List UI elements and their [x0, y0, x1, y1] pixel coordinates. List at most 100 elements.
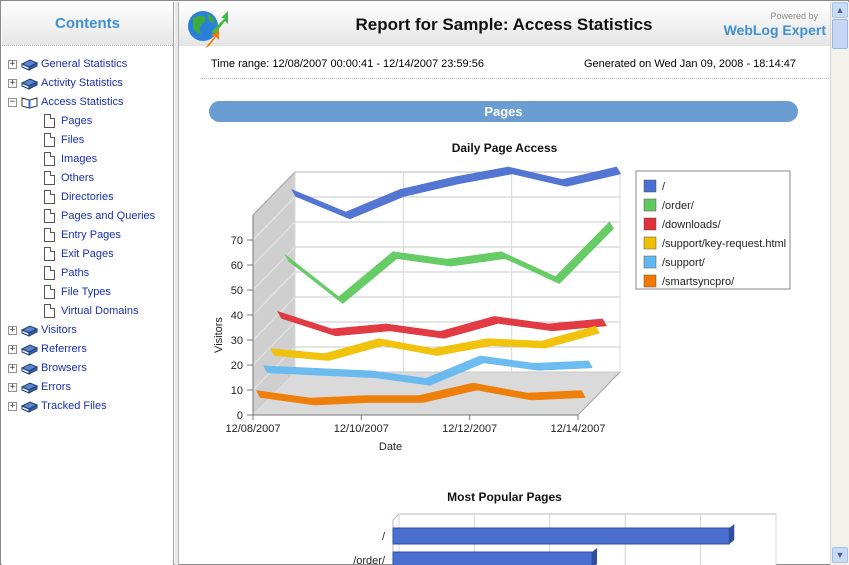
legend-label: /support/key-request.html [662, 238, 786, 250]
sidebar-item-label[interactable]: Paths [61, 267, 90, 279]
grid-line [252, 196, 296, 241]
sidebar-item-exit-pages[interactable]: Exit Pages [2, 245, 172, 264]
sidebar-item-label[interactable]: Directories [61, 191, 114, 203]
expand-icon[interactable]: + [8, 325, 17, 335]
daily-chart-title: Daily Page Access [451, 141, 558, 155]
scroll-thumb[interactable] [832, 19, 848, 49]
scroll-up-button[interactable]: ▲ [832, 2, 848, 18]
sidebar-item-label[interactable]: Browsers [41, 362, 87, 374]
book-icon [21, 344, 38, 356]
sidebar-item-pages[interactable]: Pages [2, 112, 172, 131]
sidebar-item-paths[interactable]: Paths [2, 264, 172, 283]
sidebar-item-entry-pages[interactable]: Entry Pages [2, 226, 172, 245]
sidebar-item-label[interactable]: File Types [61, 286, 111, 298]
legend-label: /smartsyncpro/ [662, 276, 735, 288]
page-icon [44, 171, 55, 185]
sidebar-item-label[interactable]: Others [61, 172, 95, 184]
contents-header: Contents [2, 2, 173, 46]
sidebar-item-label[interactable]: Exit Pages [61, 248, 114, 260]
sidebar-item-label[interactable]: Pages [61, 115, 93, 127]
sidebar-item-browsers[interactable]: + Browsers [2, 359, 172, 378]
sidebar-item-file-types[interactable]: File Types [2, 283, 172, 302]
contents-tree: + General Statistics + Activity Statistics −… [2, 55, 172, 416]
scroll-down-button[interactable]: ▼ [832, 547, 848, 563]
series-line-downloads [276, 310, 607, 339]
expand-icon[interactable]: + [8, 78, 17, 88]
legend-swatch [643, 255, 657, 269]
sidebar-item-label[interactable]: Files [61, 134, 85, 146]
x-tick-label: 12/08/2007 [225, 423, 280, 435]
y-tick-label: 40 [231, 310, 243, 322]
sidebar-item-label[interactable]: Access Statistics [41, 96, 124, 108]
page-icon [44, 152, 55, 166]
sidebar-item-label[interactable]: Tracked Files [41, 400, 107, 412]
x-tick-label: 12/12/2007 [442, 423, 497, 435]
x-axis-label: Date [379, 441, 402, 453]
report-title: Report for Sample: Access Statistics [355, 15, 653, 34]
sidebar-item-access-statistics[interactable]: − Access Statistics [2, 93, 172, 112]
open-book-icon [21, 97, 38, 109]
grid-line [252, 321, 296, 366]
sidebar-item-general-statistics[interactable]: + General Statistics [2, 55, 172, 74]
sidebar-item-label[interactable]: Images [61, 153, 98, 165]
sidebar-item-label[interactable]: Visitors [41, 324, 77, 336]
page-icon [44, 228, 55, 242]
expand-icon[interactable]: + [8, 401, 17, 411]
legend-swatch [643, 236, 657, 250]
vertical-scrollbar[interactable]: ▲ ▼ [830, 2, 849, 565]
expand-icon[interactable]: + [8, 382, 17, 392]
bar-category-label: /order/ [353, 555, 386, 565]
globe-arrows-icon [188, 11, 228, 48]
sidebar-item-label[interactable]: Pages and Queries [61, 210, 156, 222]
sidebar-item-pages-and-queries[interactable]: Pages and Queries [2, 207, 172, 226]
legend-swatch [643, 179, 657, 193]
bar [392, 551, 593, 565]
sidebar-item-directories[interactable]: Directories [2, 188, 172, 207]
report-header: Report for Sample: Access Statistics Pow… [179, 2, 830, 48]
legend-label: /order/ [662, 200, 695, 212]
collapse-icon[interactable]: − [8, 97, 17, 107]
book-icon [21, 59, 38, 71]
section-title-bar: Pages [209, 101, 798, 122]
sidebar-item-label[interactable]: Virtual Domains [61, 305, 139, 317]
contents-title: Contents [55, 15, 120, 32]
brand-logo[interactable]: WebLog Expert [723, 22, 826, 38]
y-axis-label: Visitors [213, 317, 225, 353]
book-icon [21, 78, 38, 90]
frame-splitter[interactable] [175, 2, 179, 565]
page-icon [44, 114, 55, 128]
page-icon [44, 304, 55, 318]
page-icon [44, 266, 55, 280]
legend-label: /downloads/ [662, 219, 722, 231]
expand-icon[interactable]: + [8, 363, 17, 373]
y-tick-label: 30 [231, 335, 243, 347]
sidebar-item-tracked-files[interactable]: + Tracked Files [2, 397, 172, 416]
bar-side [592, 548, 598, 565]
sidebar-item-referrers[interactable]: + Referrers [2, 340, 172, 359]
y-tick-label: 0 [237, 410, 243, 422]
sidebar-item-label[interactable]: Entry Pages [61, 229, 121, 241]
generated-on: Generated on Wed Jan 09, 2008 - 18:14:47 [583, 58, 796, 70]
y-tick-label: 70 [231, 235, 243, 247]
sidebar-item-label[interactable]: General Statistics [41, 58, 128, 70]
sidebar-item-virtual-domains[interactable]: Virtual Domains [2, 302, 172, 321]
expand-icon[interactable]: + [8, 59, 17, 69]
time-range: Time range: 12/08/2007 00:00:41 - 12/14/… [211, 58, 484, 70]
sidebar-item-others[interactable]: Others [2, 169, 172, 188]
sidebar-item-images[interactable]: Images [2, 150, 172, 169]
bar-category-label: / [382, 531, 386, 543]
sidebar-item-errors[interactable]: + Errors [2, 378, 172, 397]
grid-line [252, 271, 296, 316]
sidebar-item-label[interactable]: Activity Statistics [41, 77, 123, 89]
report-pane: Report for Sample: Access Statistics Pow… [179, 2, 830, 565]
sidebar-item-label[interactable]: Errors [41, 381, 71, 393]
sidebar-item-activity-statistics[interactable]: + Activity Statistics [2, 74, 172, 93]
sidebar-item-visitors[interactable]: + Visitors [2, 321, 172, 340]
series-line- [291, 166, 622, 220]
bar [392, 527, 730, 545]
sidebar-item-label[interactable]: Referrers [41, 343, 87, 355]
expand-icon[interactable]: + [8, 344, 17, 354]
legend-swatch [643, 274, 657, 288]
sidebar-item-files[interactable]: Files [2, 131, 172, 150]
